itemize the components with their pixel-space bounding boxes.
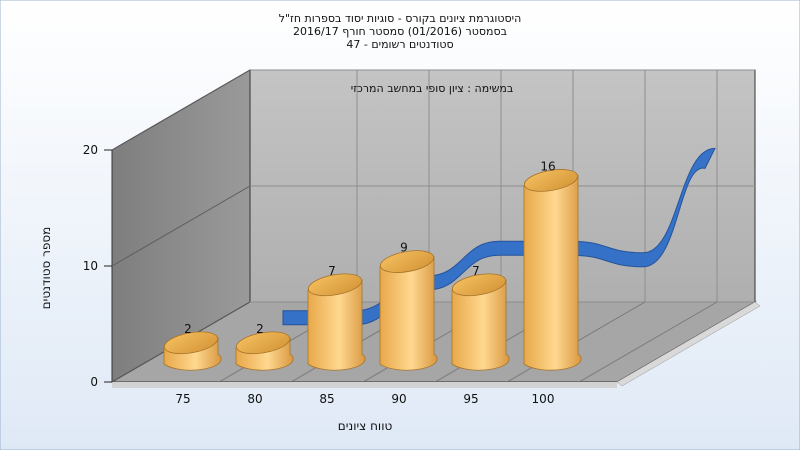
y-tick-label: 20 (83, 143, 98, 157)
bar-body (307, 279, 366, 371)
x-tick-label: 90 (391, 392, 406, 406)
chart-subtitle: במשימה : ציון סופי במחשב המרכזי (351, 82, 514, 95)
bar-body (451, 279, 510, 371)
bar-body (523, 174, 582, 371)
labels-layer: 0 10 20 75 80 85 90 95 100 2 2 7 9 7 16 (83, 143, 556, 406)
bar-top (523, 169, 579, 192)
x-tick-label: 85 (319, 392, 334, 406)
bar-value-label: 2 (184, 322, 192, 336)
x-tick-label: 95 (463, 392, 478, 406)
floor-front-edge (112, 382, 617, 388)
y-tick-label: 10 (83, 259, 98, 273)
bar-top (163, 331, 219, 355)
chart-title-line-3: סטודנטים רשומים - 47 (346, 38, 453, 51)
grid-line-side-1 (111, 185, 251, 267)
bar-95 (451, 273, 510, 371)
right-edge (616, 301, 761, 387)
bar-value-label: 16 (540, 159, 555, 173)
x-axis-title: טווח ציונים (338, 419, 393, 433)
bars-layer (163, 169, 582, 371)
bar-top (307, 273, 363, 297)
y-tick-label: 0 (90, 375, 98, 389)
floor-line-5 (578, 301, 718, 383)
bar-value-label: 9 (400, 241, 408, 255)
bar-75 (163, 331, 222, 371)
bar-top (451, 273, 507, 297)
bar-value-label: 7 (472, 264, 480, 278)
chart-title-line-2: בסמסטר (01/2016) סמסטר חורף 2016/17 (293, 25, 507, 38)
x-tick-label: 80 (247, 392, 262, 406)
bar-value-label: 2 (256, 322, 264, 336)
bar-body (379, 256, 438, 371)
bar-100 (523, 169, 582, 371)
x-tick-label: 75 (175, 392, 190, 406)
chart-title-line-1: היסטוגרמת ציונים בקורס - סוגיות יסוד בספ… (279, 12, 522, 25)
x-tick-label: 100 (532, 392, 555, 406)
bar-80 (235, 331, 294, 371)
y-axis-title: מספר סטודנטים (39, 227, 53, 310)
bar-90 (379, 250, 438, 371)
bar-top (235, 331, 291, 355)
grid-line-side-2 (111, 69, 251, 151)
bar-top (379, 250, 435, 273)
bar-value-label: 7 (328, 264, 336, 278)
bar-85 (307, 273, 366, 371)
